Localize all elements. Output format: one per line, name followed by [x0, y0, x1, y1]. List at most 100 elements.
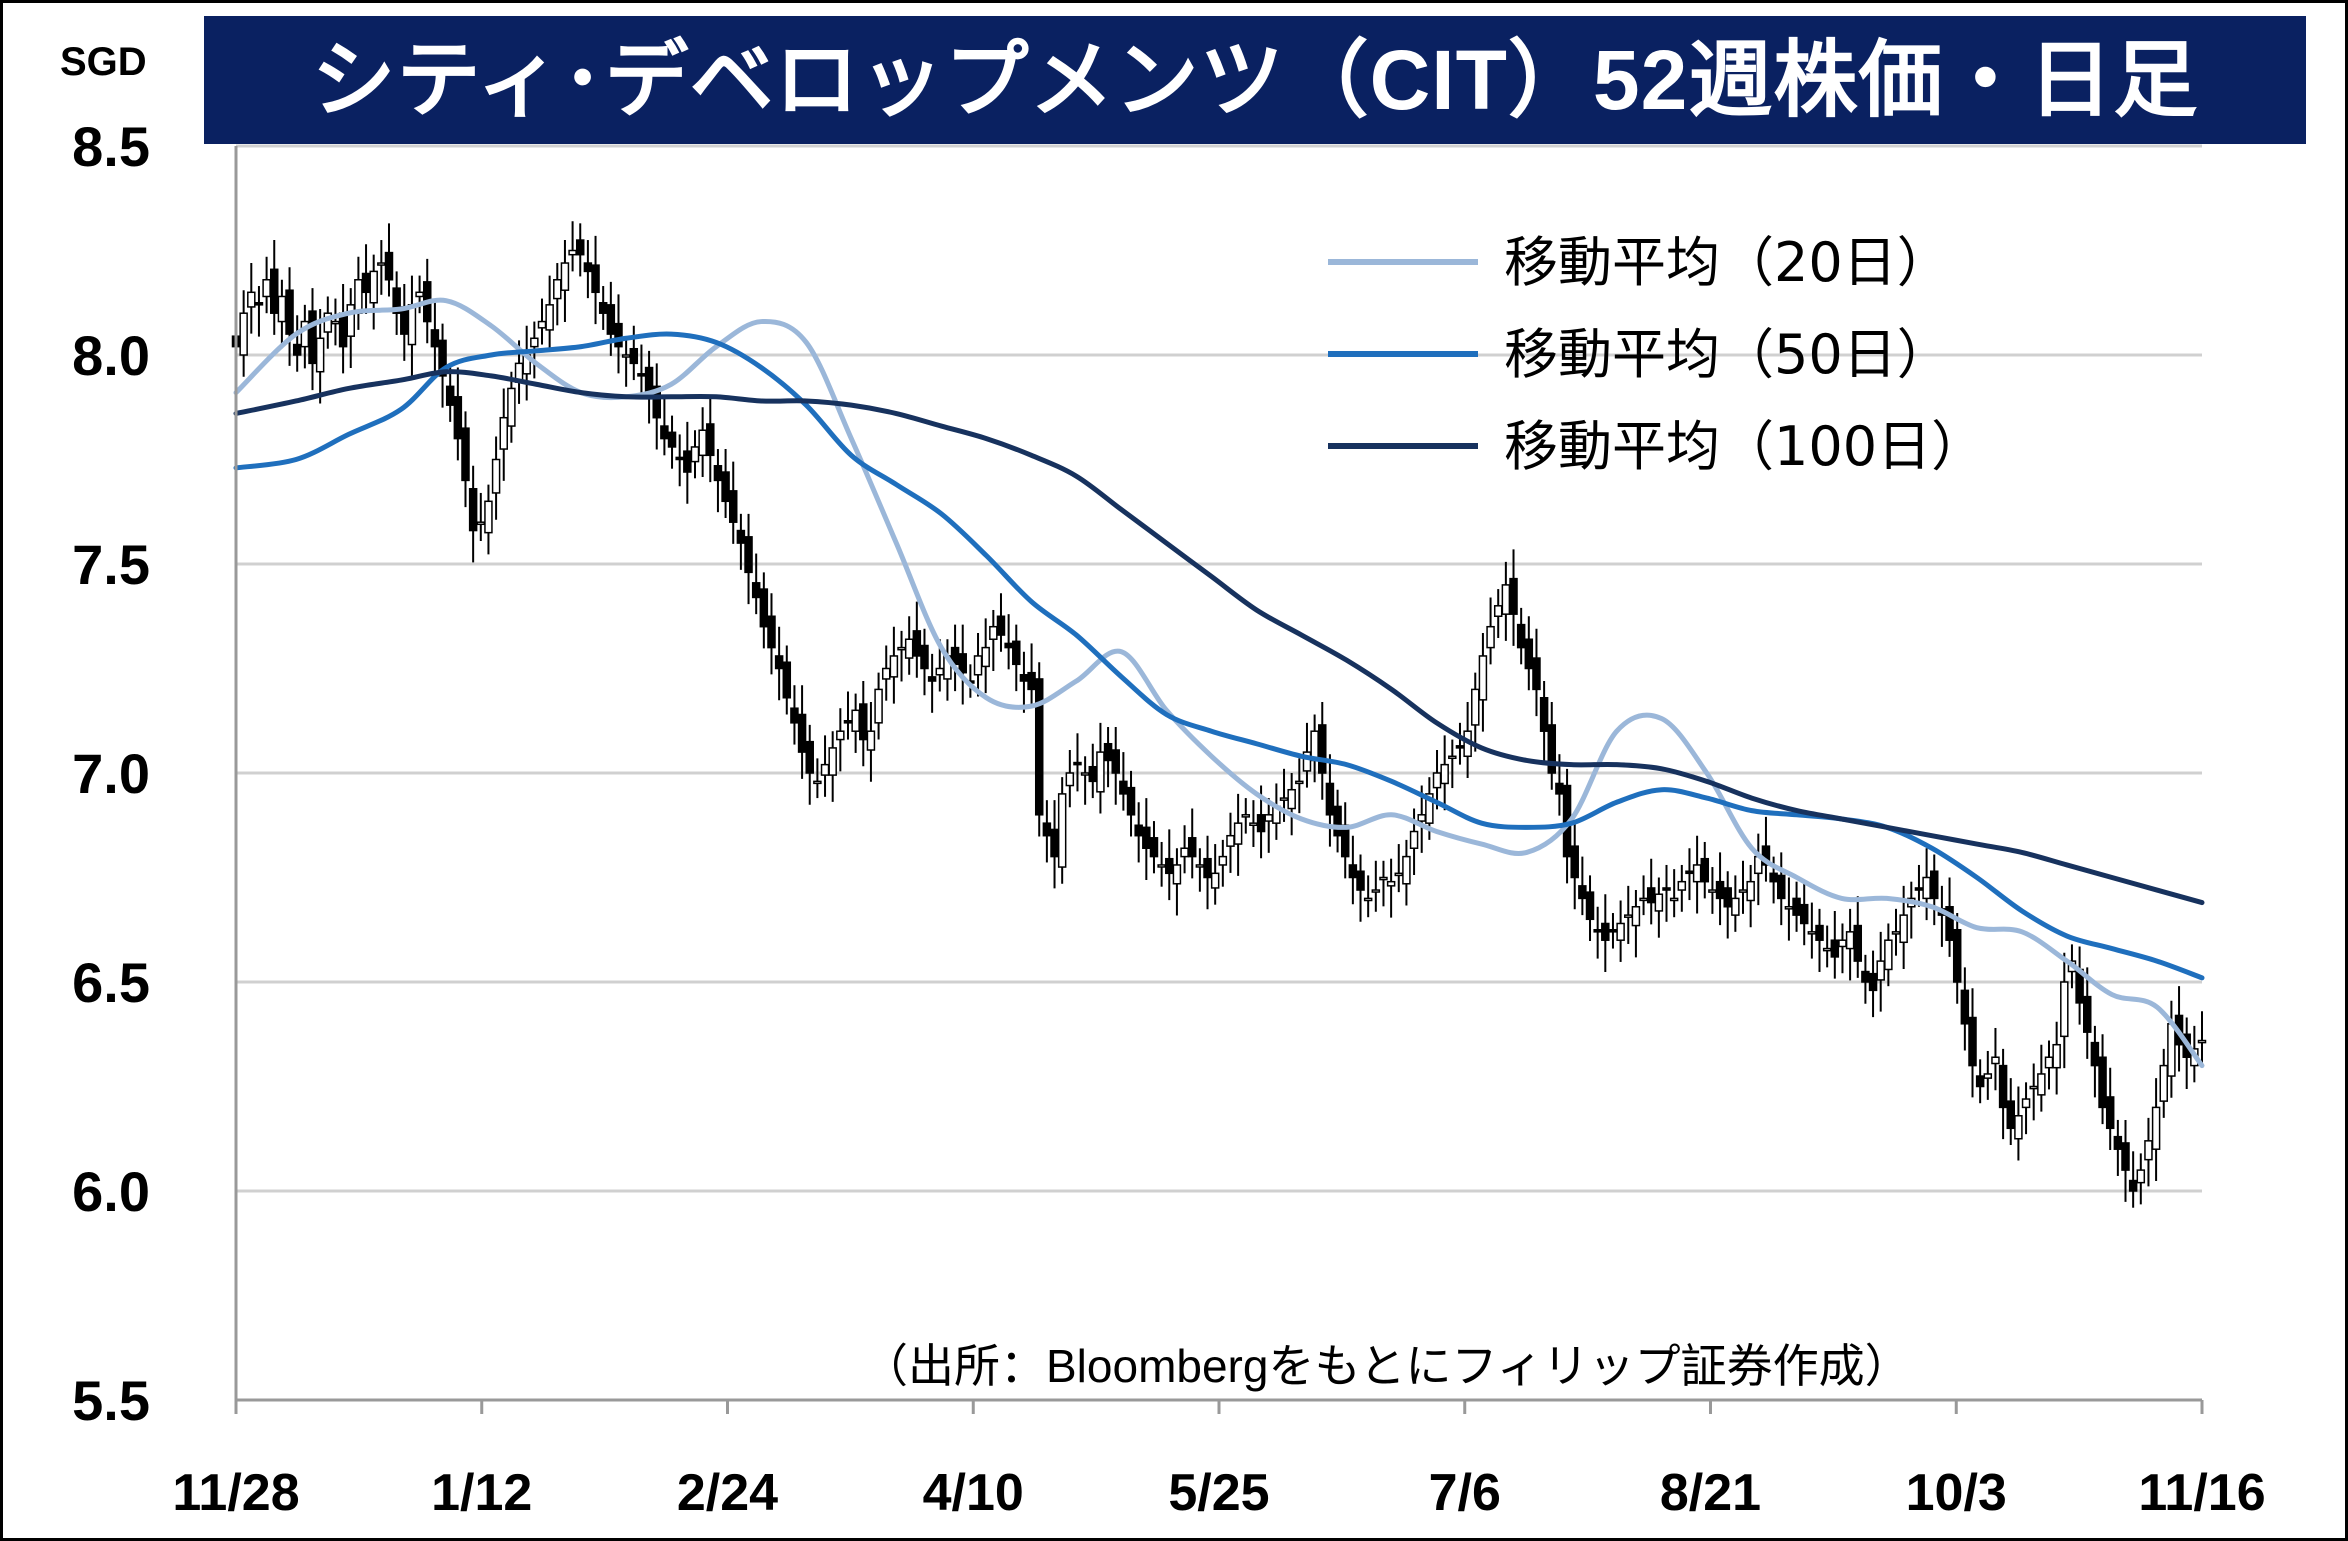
candle-body — [1318, 724, 1327, 774]
candle-body — [1547, 724, 1557, 774]
candle-body — [805, 740, 814, 774]
candle-body — [1669, 897, 1679, 902]
candle-body — [1738, 889, 1748, 893]
candle-body — [2014, 1115, 2023, 1140]
candle-body — [904, 638, 914, 659]
candle-body — [1096, 751, 1105, 793]
candle-body — [1662, 887, 1671, 891]
candle-body — [553, 279, 562, 300]
candle-body — [1080, 772, 1090, 776]
candle-body — [813, 780, 822, 785]
candle-body — [1478, 655, 1488, 701]
candle-body — [606, 304, 616, 335]
y-tick-label: 7.0 — [72, 742, 150, 805]
candle-body — [507, 387, 516, 427]
candle-body — [897, 646, 906, 651]
candle-body — [1241, 814, 1251, 818]
candle-body — [874, 688, 883, 724]
candle-body — [2060, 981, 2069, 1038]
candle-body — [698, 429, 707, 457]
candle-body — [1012, 640, 1021, 666]
y-tick-label: 6.5 — [72, 951, 150, 1014]
y-axis-unit: SGD — [60, 40, 147, 84]
x-tick-label: 10/3 — [1906, 1464, 2007, 1522]
candle-body — [1700, 857, 1710, 883]
candle-body — [1524, 638, 1534, 670]
candle-body — [1777, 874, 1786, 900]
candle-body — [1654, 893, 1664, 912]
candle-body — [1555, 782, 1564, 795]
candle-body — [1149, 837, 1159, 858]
candle-body — [415, 291, 424, 298]
candle-body — [392, 287, 401, 314]
candle-body — [1218, 855, 1228, 866]
candle-body — [1325, 782, 1335, 816]
candle-body — [721, 471, 730, 503]
candle-body — [285, 289, 294, 335]
candle-body — [2083, 995, 2092, 1033]
candle-body — [1952, 929, 1962, 983]
candle-body — [254, 302, 264, 306]
candle-body — [2144, 1140, 2153, 1161]
candle-body — [1792, 897, 1801, 916]
candle-body — [1371, 889, 1381, 893]
candle-body — [247, 291, 256, 308]
candle-body — [2021, 1098, 2031, 1109]
candle-body — [1134, 824, 1143, 837]
candle-body — [2090, 1041, 2100, 1067]
candle-body — [1930, 870, 1939, 900]
candle-body — [881, 667, 891, 680]
candle-body — [1287, 788, 1296, 810]
candle-body — [1050, 828, 1059, 858]
candle-body — [476, 521, 486, 526]
x-tick-label: 4/10 — [923, 1464, 1024, 1522]
candle-body — [1677, 880, 1687, 891]
candle-body — [637, 373, 646, 377]
gridlines — [236, 144, 2202, 1193]
candle-body — [1425, 793, 1434, 824]
y-tick-labels: 8.5 8.0 7.5 7.0 6.5 6.0 5.5 — [72, 115, 150, 1432]
legend-label-0: 移動平均（20日） — [1504, 231, 1951, 294]
candle-body — [468, 488, 478, 532]
candle-body — [1539, 697, 1549, 732]
candle-body — [530, 337, 539, 348]
candle-body — [927, 676, 937, 682]
x-tick-label: 7/6 — [1429, 1464, 1501, 1522]
candle-body — [1845, 931, 1855, 950]
candle-body — [1042, 822, 1052, 837]
axes — [234, 146, 2204, 1414]
candle-body — [1471, 688, 1480, 726]
candle-body — [2006, 1100, 2016, 1130]
candle-body — [1593, 929, 1602, 933]
candle-body — [1203, 857, 1212, 879]
candle-body — [1103, 742, 1113, 762]
candle-body — [1019, 674, 1029, 682]
candle-body — [790, 707, 799, 724]
candle-body — [744, 536, 753, 574]
candle-body — [614, 322, 623, 348]
moving-average-lines — [233, 297, 2205, 1069]
candle-body — [1486, 625, 1495, 649]
candle-body — [1065, 772, 1075, 787]
candle-body — [2121, 1142, 2130, 1171]
candle-body — [836, 730, 845, 741]
candle-body — [1034, 678, 1044, 816]
candle-body — [774, 655, 784, 670]
candle-body — [1264, 814, 1273, 822]
candle-body — [759, 588, 769, 628]
candle-body — [1417, 814, 1426, 822]
candle-body — [1302, 751, 1312, 772]
candle-body — [1578, 885, 1587, 900]
candle-body — [1784, 906, 1794, 910]
candle-body — [1363, 897, 1373, 902]
candle-body — [1501, 584, 1511, 615]
candle-body — [690, 446, 700, 463]
candle-body — [361, 272, 371, 294]
candle-body — [621, 354, 631, 358]
candle-body — [1815, 924, 1824, 941]
candle-body — [1455, 745, 1465, 749]
y-tick-label: 5.5 — [72, 1369, 150, 1432]
candle-body — [1616, 922, 1625, 941]
candle-body — [568, 249, 577, 256]
